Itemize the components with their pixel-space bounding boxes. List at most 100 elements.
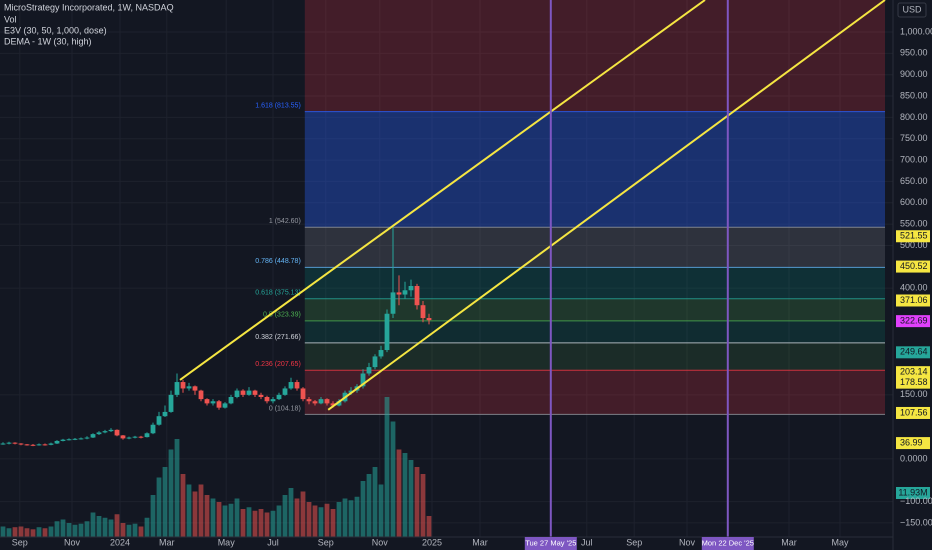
volume-bar (270, 510, 276, 537)
candle-body (54, 440, 60, 444)
fib-zone (304, 267, 885, 299)
y-tick-label: 0.0000 (900, 453, 928, 463)
candle-body (306, 399, 312, 402)
candle-body (294, 382, 300, 389)
candle-body (210, 401, 216, 404)
y-tick-label: 550.00 (900, 218, 928, 228)
volume-bar (366, 474, 372, 537)
volume-bar (36, 527, 42, 537)
volume-bar (102, 517, 108, 537)
candle-body (162, 411, 168, 417)
volume-bar (150, 495, 156, 537)
volume-bar (66, 523, 72, 537)
price-box (896, 346, 930, 359)
candle-body (330, 403, 336, 406)
volume-bar (132, 523, 138, 537)
volume-bar (348, 500, 354, 537)
candle-body (192, 386, 198, 391)
x-tick-label: Nov (372, 537, 389, 547)
trendline (179, 0, 706, 381)
y-tick-label: 600.00 (900, 197, 928, 207)
volume-bar (156, 477, 162, 537)
fib-label: 0.236 (207.65) (255, 361, 301, 368)
volume-bar (378, 484, 384, 537)
candle-body (234, 390, 240, 397)
volume-bar (330, 509, 336, 537)
candle-body (312, 401, 318, 404)
volume-bar (312, 505, 318, 537)
volume-bar (294, 498, 300, 537)
candle-body (204, 399, 210, 404)
candle-body (282, 388, 288, 395)
volume-bar (342, 498, 348, 537)
volume-bar (420, 474, 426, 537)
x-tick-label: Sep (318, 537, 334, 547)
volume-bar (252, 510, 258, 537)
candle-body (186, 386, 192, 389)
candle-body (78, 438, 84, 440)
volume-bar (162, 467, 168, 537)
candle-body (30, 444, 36, 446)
y-tick-label: 900.00 (900, 69, 928, 79)
candle-body (138, 436, 144, 438)
candle-body (378, 350, 384, 357)
volume-bar (204, 495, 210, 537)
candle-body (324, 399, 330, 404)
candle-body (288, 382, 294, 389)
volume-bar (210, 498, 216, 537)
volume-bar (264, 512, 270, 537)
candle-body (168, 394, 174, 412)
volume-bar (138, 526, 144, 537)
volume-bar (174, 439, 180, 537)
volume-bar (78, 523, 84, 537)
price-box (896, 315, 930, 328)
candle-body (0, 443, 6, 445)
candle-body (318, 399, 324, 404)
fib-zone (304, 227, 885, 268)
currency[interactable]: USD (902, 4, 922, 14)
volume-bar (288, 488, 294, 537)
x-tick-label: 2024 (110, 537, 130, 547)
volume-bar (54, 521, 60, 537)
volume-bar (402, 453, 408, 537)
volume-bar (168, 449, 174, 537)
volume-bar (258, 509, 264, 537)
candle-body (36, 444, 42, 446)
candle-body (390, 292, 396, 314)
volume-bar (372, 467, 378, 537)
fib-zone (304, 111, 885, 228)
volume-bar (276, 505, 282, 537)
candle-body (264, 396, 270, 402)
y-tick-label: 700.00 (900, 154, 928, 164)
volume-bar (18, 526, 24, 537)
date-box (701, 537, 754, 550)
price-label: 107.56 (900, 407, 928, 417)
volume-bar (306, 502, 312, 537)
legend-line: E3V (30, 50, 1,000, dose) (4, 25, 107, 35)
volume-bar (324, 503, 330, 537)
y-tick-label: 150.00 (900, 389, 928, 399)
candle-body (18, 443, 24, 445)
candle-body (132, 436, 138, 438)
currency-box[interactable] (897, 2, 927, 18)
candle-body (84, 437, 90, 439)
candle-body (258, 394, 264, 397)
x-tick-label: 2025 (422, 537, 442, 547)
candle-body (48, 443, 54, 445)
volume-bar (180, 474, 186, 537)
volume-bar (396, 449, 402, 537)
volume-bar (114, 514, 120, 537)
candle-body (360, 373, 366, 387)
candle-body (372, 356, 378, 368)
candle-body (222, 403, 228, 408)
date-label: Tue 27 May '25 (525, 538, 576, 547)
candle-body (114, 429, 120, 436)
candle-body (366, 367, 372, 374)
x-tick-label: Sep (12, 537, 28, 547)
price-label: 203.14 (900, 367, 928, 377)
volume-bar (60, 519, 66, 537)
y-tick-label: 400.00 (900, 283, 928, 293)
fib-label: 1.618 (813.55) (255, 102, 301, 109)
fib-zone (304, 298, 885, 321)
